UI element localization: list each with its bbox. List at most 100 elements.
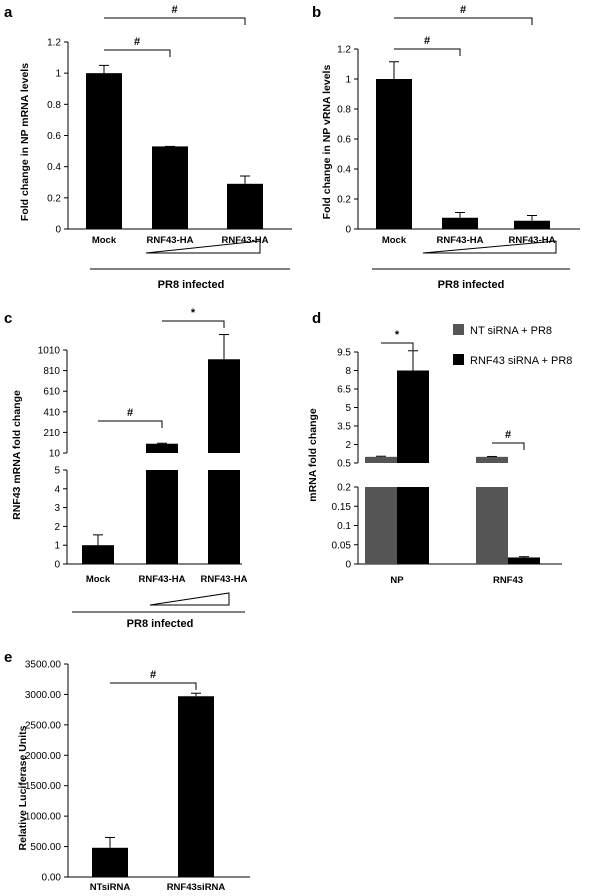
panel-d-y-tick-label: 3.5 bbox=[337, 422, 351, 433]
panel-c-y-tick-label: 210 bbox=[43, 428, 60, 439]
panel-b-dose-wedge bbox=[422, 240, 557, 254]
panel-b-bar bbox=[376, 79, 412, 229]
panel-a-y-tick-label: 0.4 bbox=[47, 162, 61, 173]
panel-c-y-tick-label: 10 bbox=[49, 449, 61, 460]
panel-d-y-tick-label: 6.5 bbox=[337, 385, 351, 396]
panel-d-y-tick-label: 0.5 bbox=[337, 459, 351, 470]
panel-d-significance-label: * bbox=[395, 329, 400, 341]
panel-b-y-axis-title: Fold change in NP vRNA levels bbox=[321, 65, 333, 220]
panel-c-y-tick-label: 1 bbox=[54, 541, 60, 552]
panel-c-x-tick-label: RNF43-HA bbox=[139, 574, 186, 585]
panel-c-y-tick-label: 0 bbox=[54, 560, 60, 571]
panel-e-significance-label: # bbox=[150, 669, 156, 681]
panel-c-significance-bracket bbox=[162, 320, 225, 328]
panel-d-bar-nt-sirna-upper-segment bbox=[365, 456, 397, 463]
panel-label-b: b bbox=[312, 4, 321, 21]
panel-c-y-tick-label: 410 bbox=[43, 407, 60, 418]
panel-b-y-tick-label: 0.8 bbox=[337, 105, 351, 116]
panel-b-x-tick-label: RNF43-HA bbox=[509, 235, 556, 246]
panel-a-significance-label: # bbox=[134, 36, 140, 48]
panel-e-x-tick-label: RNF43siRNA bbox=[167, 882, 226, 893]
panel-d-x-tick-label: RNF43 bbox=[493, 575, 523, 586]
panel-c-dose-wedge bbox=[149, 592, 230, 606]
panel-c-y-tick-label: 810 bbox=[43, 366, 60, 377]
panel-c-y-axis-title: RNF43 mRNA fold change bbox=[11, 390, 23, 520]
panel-b-significance-bracket bbox=[394, 17, 533, 25]
panel-c-y-tick-label: 3 bbox=[54, 503, 60, 514]
panel-e-y-tick-label: 0.00 bbox=[42, 873, 62, 884]
panel-c-bar bbox=[82, 545, 114, 564]
panel-e-bar bbox=[178, 696, 214, 877]
panel-e-y-tick-label: 3500.00 bbox=[25, 660, 62, 671]
panel-a-x-tick-label: RNF43-HA bbox=[222, 235, 269, 246]
panel-e-x-tick-label: NTsiRNA bbox=[90, 882, 131, 893]
panel-b-y-tick-label: 1.2 bbox=[337, 45, 351, 56]
panel-c-significance-bracket bbox=[98, 420, 163, 428]
panel-d-y-axis-title: mRNA fold change bbox=[307, 408, 319, 502]
panel-c-bar-upper-segment bbox=[146, 443, 178, 453]
panel-d-significance-label: # bbox=[505, 429, 511, 441]
panel-a-significance-bracket bbox=[104, 49, 171, 57]
panel-a-bar bbox=[152, 146, 188, 229]
panel-e-y-tick-label: 1500.00 bbox=[25, 781, 62, 792]
panel-c-y-tick-label: 2 bbox=[54, 522, 60, 533]
panel-a-y-tick-label: 0.8 bbox=[47, 100, 61, 111]
panel-b-significance-bracket bbox=[394, 48, 461, 56]
panel-e-y-tick-label: 500.00 bbox=[30, 842, 61, 853]
panel-b-y-tick-label: 0.2 bbox=[337, 195, 351, 206]
panel-d-y-tick-label: 9.5 bbox=[337, 348, 351, 359]
panel-a-y-tick-label: 0.2 bbox=[47, 193, 61, 204]
panel-d-bar-rnf43-sirna bbox=[508, 557, 540, 564]
panel-d-bar-nt-sirna-upper-segment bbox=[476, 456, 508, 463]
panel-d-y-tick-label: 0.2 bbox=[337, 483, 351, 494]
panel-b-x-tick-label: Mock bbox=[382, 235, 407, 246]
panel-d-y-tick-label: 0.05 bbox=[332, 540, 352, 551]
panel-label-c: c bbox=[4, 310, 12, 327]
panel-c-y-tick-label: 4 bbox=[54, 484, 60, 495]
panel-a-x-tick-label: RNF43-HA bbox=[147, 235, 194, 246]
panel-a-y-tick-label: 1 bbox=[55, 69, 61, 80]
panel-e-bar bbox=[92, 847, 128, 877]
panel-a-bar bbox=[227, 183, 263, 229]
panel-b-condition-label: PR8 infected bbox=[438, 279, 505, 291]
panel-label-e: e bbox=[4, 649, 12, 666]
panel-c-y-tick-label: 610 bbox=[43, 387, 60, 398]
panel-c-bar-lower-segment bbox=[208, 470, 240, 564]
panel-d-y-tick-label: 0.1 bbox=[337, 521, 351, 532]
panel-a-condition-label: PR8 infected bbox=[158, 279, 225, 291]
panel-d-y-tick-label: 2 bbox=[345, 440, 351, 451]
panel-d-y-tick-label: 5 bbox=[345, 403, 351, 414]
legend-swatch-rnf43-sirna bbox=[453, 354, 464, 365]
panel-e-y-tick-label: 2000.00 bbox=[25, 751, 62, 762]
legend-label-rnf43-sirna: RNF43 siRNA + PR8 bbox=[470, 355, 572, 367]
panel-b-y-tick-label: 1 bbox=[345, 75, 351, 86]
panel-b-y-tick-label: 0 bbox=[345, 225, 351, 236]
panel-a-x-tick-label: Mock bbox=[92, 235, 117, 246]
panel-e-y-tick-label: 2500.00 bbox=[25, 720, 62, 731]
panel-a-y-tick-label: 1.2 bbox=[47, 38, 61, 49]
panel-b-y-tick-label: 0.4 bbox=[337, 165, 351, 176]
panel-c-bar-lower-segment bbox=[146, 470, 178, 564]
panel-d-bar-nt-sirna-lower-segment bbox=[476, 487, 508, 564]
panel-d-significance-bracket bbox=[492, 442, 525, 450]
panel-d-x-tick-label: NP bbox=[390, 575, 404, 586]
panel-label-d: d bbox=[312, 310, 321, 327]
panel-b-significance-label: # bbox=[460, 4, 466, 16]
panel-a-y-axis-title: Fold change in NP mRNA levels bbox=[19, 63, 31, 221]
panel-d-bar-nt-sirna-lower-segment bbox=[365, 487, 397, 564]
panel-d-y-tick-label: 8 bbox=[345, 366, 351, 377]
panel-c-y-tick-label: 1010 bbox=[38, 346, 61, 357]
panel-e-significance-bracket bbox=[110, 682, 197, 690]
panel-b-bar bbox=[442, 217, 478, 229]
panel-d-significance-bracket bbox=[381, 342, 414, 350]
panel-c-x-tick-label: Mock bbox=[86, 574, 111, 585]
panel-e-y-axis-title: Relative Luciferase Units bbox=[17, 725, 29, 850]
panel-a-dose-wedge bbox=[145, 240, 261, 254]
panel-e-y-tick-label: 3000.00 bbox=[25, 690, 62, 701]
panel-d-bar-rnf43-sirna-lower-segment bbox=[397, 487, 429, 564]
panel-e-y-tick-label: 1000.00 bbox=[25, 812, 62, 823]
panel-c-y-tick-label: 5 bbox=[54, 466, 60, 477]
panel-c-bar-upper-segment bbox=[208, 359, 240, 453]
panel-a-bar bbox=[86, 73, 122, 230]
panel-a-significance-label: # bbox=[171, 4, 177, 16]
